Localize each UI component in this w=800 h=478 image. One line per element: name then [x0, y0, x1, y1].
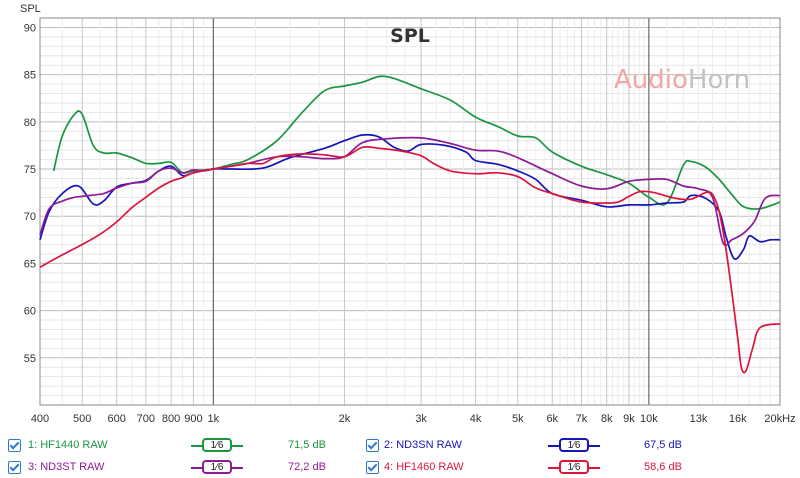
watermark: AudioHorn	[614, 65, 750, 95]
x-tick-label: 7k	[576, 413, 588, 425]
legend-row-2: 3: ND3ST RAW 1⁄6 72,2 dB 4: HF1460 RAW 1…	[0, 458, 800, 478]
legend-label: 2: ND3SN RAW	[384, 439, 462, 451]
y-tick-label: 60	[24, 306, 36, 318]
x-tick-label: 16k	[729, 413, 747, 425]
y-axis-label: SPL	[20, 3, 41, 15]
plot-frame	[39, 17, 781, 406]
legend-value: 71,5 dB	[288, 439, 326, 451]
legend-item-hf1460[interactable]: 4: HF1460 RAW 1⁄6 58,6 dB	[366, 458, 706, 478]
watermark-horn: Horn	[688, 65, 750, 95]
x-tick-label: 2k	[339, 413, 351, 425]
x-tick-label: 800	[162, 413, 180, 425]
y-tick-label: 80	[24, 117, 36, 129]
plot-border	[39, 17, 781, 406]
x-tick-label: 20kHz	[764, 413, 795, 425]
legend-item-nd3st[interactable]: 3: ND3ST RAW 1⁄6 72,2 dB	[8, 458, 348, 478]
legend-value: 67,5 dB	[644, 439, 682, 451]
legend-checkbox[interactable]	[8, 461, 21, 474]
x-tick-labels: 400 500 600 700 800 900 1k 2k 3k 4k 5k 6k 7k 8k 9k 10k 1…	[31, 413, 796, 425]
smoothing-button[interactable]: 1⁄6	[202, 438, 232, 452]
legend-value: 72,2 dB	[288, 461, 326, 473]
x-tick-label: 4k	[470, 413, 482, 425]
legend-label: 1: HF1440 RAW	[28, 439, 108, 451]
x-tick-label: 3k	[415, 413, 427, 425]
y-tick-labels: 90 85 80 75 70 65 60 55	[24, 22, 36, 364]
x-tick-label: 700	[137, 413, 155, 425]
legend-checkbox[interactable]	[366, 461, 379, 474]
plot-area-background	[40, 18, 780, 405]
x-tick-label: 1k	[208, 413, 220, 425]
chart-title: SPL	[390, 25, 430, 47]
series-line-nd3st-raw	[39, 136, 781, 247]
legend-checkbox[interactable]	[8, 439, 21, 452]
x-tick-label: 10k	[640, 413, 658, 425]
x-tick-label: 6k	[546, 413, 558, 425]
y-tick-label: 70	[24, 211, 36, 223]
grid	[39, 17, 781, 405]
smoothing-button[interactable]: 1⁄6	[559, 438, 589, 452]
legend: 1: HF1440 RAW 1⁄6 71,5 dB 2: ND3SN RAW 1…	[0, 430, 800, 478]
legend-item-nd3sn[interactable]: 2: ND3SN RAW 1⁄6 67,5 dB	[366, 436, 706, 456]
y-tick-label: 55	[24, 353, 36, 365]
legend-row-1: 1: HF1440 RAW 1⁄6 71,5 dB 2: ND3SN RAW 1…	[0, 436, 800, 456]
x-tick-label: 400	[31, 413, 49, 425]
y-tick-label: 65	[24, 258, 36, 270]
y-tick-label: 90	[24, 22, 36, 34]
x-tick-label: 600	[108, 413, 126, 425]
x-tick-label: 900	[184, 413, 202, 425]
legend-label: 4: HF1460 RAW	[384, 461, 464, 473]
y-tick-label: 75	[24, 164, 36, 176]
x-tick-label: 13k	[690, 413, 708, 425]
legend-checkbox[interactable]	[366, 439, 379, 452]
series-line-hf1440-raw	[52, 75, 781, 210]
smoothing-button[interactable]: 1⁄6	[202, 460, 232, 474]
x-tick-label: 500	[73, 413, 91, 425]
legend-value: 58,6 dB	[644, 461, 682, 473]
x-tick-label: 9k	[623, 413, 635, 425]
y-tick-label: 85	[24, 70, 36, 82]
smoothing-button[interactable]: 1⁄6	[559, 460, 589, 474]
series-line-hf1460-raw	[39, 145, 781, 374]
spl-chart: SPL 90 85 80 75 70 65 60 55 400 500 600 700 800 900 1…	[20, 3, 796, 425]
watermark-audio: Audio	[614, 65, 688, 95]
x-tick-label: 8k	[601, 413, 613, 425]
series-lines	[39, 75, 781, 374]
x-tick-label: 5k	[512, 413, 524, 425]
legend-item-hf1440[interactable]: 1: HF1440 RAW 1⁄6 71,5 dB	[8, 436, 348, 456]
legend-label: 3: ND3ST RAW	[28, 461, 105, 473]
